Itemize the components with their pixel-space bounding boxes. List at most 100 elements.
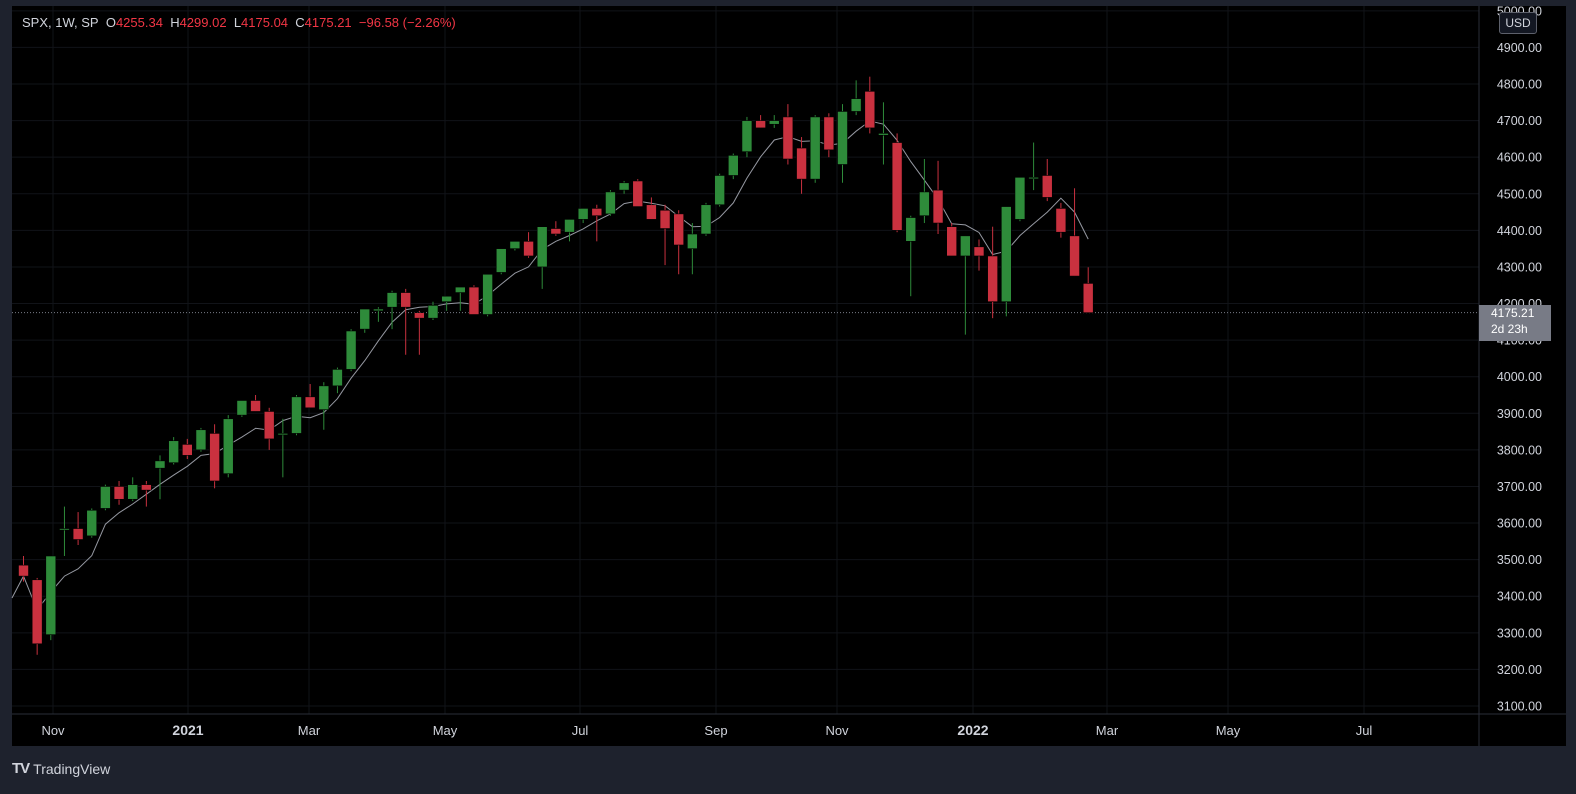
- candle-body: [727, 155, 739, 176]
- candle-body: [45, 555, 57, 635]
- candle-body: [72, 528, 84, 540]
- candle: [45, 555, 57, 641]
- candle-body: [687, 233, 698, 249]
- candle-body: [250, 400, 261, 412]
- y-tick-label: 4800.00: [1497, 78, 1542, 92]
- candle: [59, 506, 70, 556]
- brand-label: TradingView: [33, 760, 111, 777]
- currency-button[interactable]: USD: [1499, 12, 1537, 34]
- y-tick-label: 3300.00: [1497, 626, 1542, 640]
- candle: [837, 104, 848, 183]
- candle-body: [1000, 206, 1012, 302]
- candle: [823, 113, 835, 158]
- candle: [577, 208, 589, 224]
- y-tick-label: 3400.00: [1497, 590, 1542, 604]
- candle: [127, 477, 138, 502]
- candle: [414, 310, 425, 355]
- candle-body: [960, 235, 971, 257]
- ohlc-legend: SPX, 1W, SP O4255.34 H4299.02 L4175.04 C…: [22, 15, 456, 30]
- candle: [141, 480, 152, 507]
- symbol-label[interactable]: SPX, 1W, SP: [22, 15, 99, 30]
- candle-body: [1082, 283, 1094, 313]
- x-tick-label: May: [433, 723, 458, 738]
- x-tick-label: Mar: [1096, 723, 1119, 738]
- candle: [687, 223, 698, 275]
- candle-body: [1055, 208, 1067, 233]
- candle: [768, 115, 780, 128]
- candle-body: [632, 180, 644, 207]
- x-tick-label: 2022: [957, 722, 988, 738]
- candle-body: [932, 189, 944, 224]
- candle: [72, 512, 84, 546]
- candle-body: [987, 255, 998, 303]
- candle-body: [1041, 175, 1053, 198]
- candle: [741, 116, 753, 158]
- candle-body: [468, 286, 480, 315]
- candle-body: [113, 486, 125, 500]
- y-tick-label: 4300.00: [1497, 260, 1542, 274]
- candle-body: [850, 98, 862, 112]
- candle-body: [154, 460, 166, 469]
- candle: [427, 301, 439, 320]
- candle: [1082, 267, 1094, 313]
- candle: [919, 159, 930, 224]
- candle: [850, 80, 862, 116]
- candle-body: [345, 330, 357, 370]
- y-tick-label: 3700.00: [1497, 480, 1542, 494]
- x-tick-label: Jul: [1356, 723, 1373, 738]
- candle: [509, 241, 521, 251]
- candle: [154, 455, 166, 500]
- candle-body: [332, 369, 343, 387]
- candle-body: [291, 396, 302, 434]
- candle: [18, 555, 29, 582]
- candle-body: [673, 213, 685, 246]
- low-value: 4175.04: [241, 15, 289, 30]
- candle: [714, 173, 725, 207]
- candle: [891, 133, 903, 233]
- open-label: O: [105, 15, 116, 30]
- candle: [659, 204, 671, 266]
- x-tick-label: May: [1216, 723, 1241, 738]
- candle: [441, 295, 452, 311]
- candle: [86, 508, 98, 538]
- candle-body: [209, 433, 220, 482]
- candle: [1055, 202, 1067, 238]
- candle: [632, 179, 644, 207]
- candle: [345, 329, 357, 372]
- y-tick-label: 3100.00: [1497, 700, 1542, 714]
- candle: [1028, 142, 1039, 191]
- candle: [359, 308, 371, 333]
- candle-body: [919, 191, 930, 217]
- candle-body: [277, 433, 289, 436]
- candle-body: [523, 241, 534, 257]
- candle: [373, 307, 384, 322]
- candle: [973, 239, 985, 271]
- candle: [878, 102, 889, 165]
- candle-body: [263, 411, 275, 440]
- candle-body: [782, 116, 794, 160]
- candle-body: [605, 191, 616, 215]
- candle: [960, 235, 971, 335]
- candle: [31, 577, 43, 655]
- last-price-label: 4175.21 2d 23h: [1479, 305, 1551, 341]
- candle-body: [1014, 177, 1026, 220]
- y-tick-label: 4900.00: [1497, 41, 1542, 55]
- candle: [318, 382, 330, 430]
- y-tick-label: 4400.00: [1497, 224, 1542, 238]
- candle-body: [1028, 177, 1039, 180]
- candle-body: [18, 564, 29, 577]
- candle: [564, 219, 575, 242]
- candle-body: [127, 484, 138, 500]
- close-value: 4175.21: [304, 15, 352, 30]
- tradingview-brand[interactable]: TV TradingView: [12, 760, 110, 777]
- candle-body: [386, 292, 398, 308]
- candle: [932, 160, 944, 235]
- candle: [605, 190, 616, 216]
- candle-body: [482, 273, 493, 315]
- candle: [523, 232, 534, 258]
- candle: [236, 400, 248, 417]
- x-tick-label: Sep: [704, 723, 727, 738]
- candle-body: [946, 226, 958, 257]
- moving-average-line: [11, 120, 1089, 612]
